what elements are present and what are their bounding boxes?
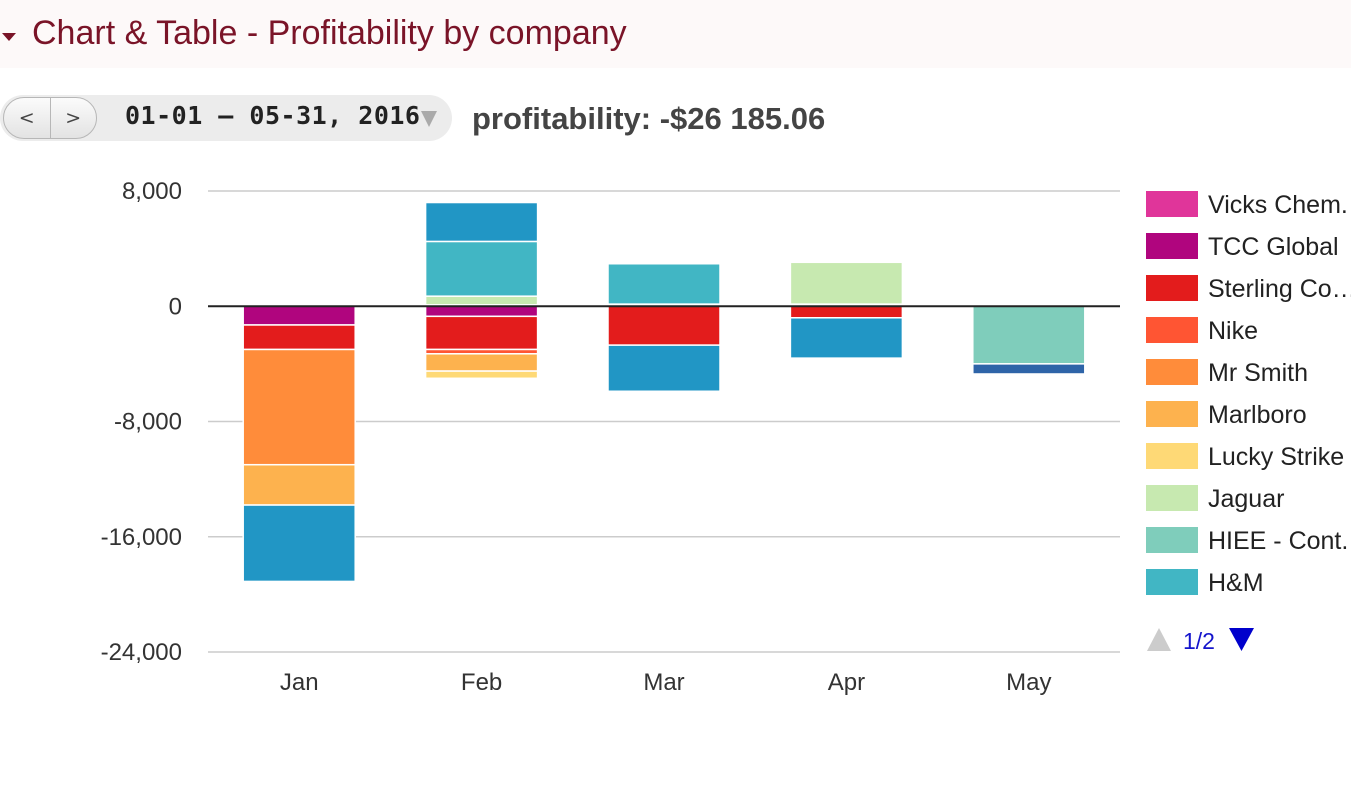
dropdown-caret-icon[interactable] (421, 111, 437, 127)
pager-down-arrow-icon[interactable] (1229, 628, 1254, 651)
section-title[interactable]: Chart & Table - Profitability by company (32, 14, 627, 52)
legend-swatch[interactable] (1146, 485, 1198, 511)
bar-segment[interactable] (789, 305, 904, 319)
bar-segment[interactable] (607, 263, 721, 305)
bar-segment[interactable] (242, 305, 356, 326)
next-period-button[interactable]: > (65, 107, 82, 129)
y-tick-label: -24,000 (101, 639, 182, 666)
legend-label[interactable]: Nike (1208, 317, 1258, 345)
pager-up-arrow-icon[interactable] (1147, 628, 1171, 651)
collapse-triangle-icon[interactable] (2, 33, 16, 41)
bar-segment[interactable] (972, 363, 1086, 375)
legend-label[interactable]: Sterling Co… (1208, 275, 1351, 303)
legend-swatch[interactable] (1146, 569, 1198, 595)
x-tick-label: May (1006, 669, 1051, 696)
bar-segment[interactable] (424, 295, 539, 306)
y-tick-label: -8,000 (114, 409, 182, 436)
y-tick-label: 0 (169, 293, 182, 320)
bar-segment[interactable] (424, 315, 539, 351)
bar-segment[interactable] (242, 348, 356, 466)
profitability-summary: profitability: -$26 185.06 (472, 101, 826, 136)
x-tick-label: Mar (643, 669, 684, 696)
legend-label[interactable]: Lucky Strike (1208, 443, 1344, 471)
legend-swatch[interactable] (1146, 191, 1198, 217)
y-tick-label: -16,000 (101, 524, 182, 551)
legend-label[interactable]: Mr Smith (1208, 359, 1308, 387)
legend-label[interactable]: H&M (1208, 569, 1264, 597)
x-tick-label: Jan (280, 669, 319, 696)
bar-segment[interactable] (424, 240, 539, 297)
bar-segment[interactable] (424, 370, 539, 380)
previous-period-button[interactable]: < (4, 98, 51, 138)
legend-swatch[interactable] (1146, 233, 1198, 259)
bar-segment[interactable] (242, 463, 356, 506)
bar-segment[interactable] (424, 201, 539, 243)
bar-segment[interactable] (789, 317, 904, 359)
legend-swatch[interactable] (1146, 401, 1198, 427)
bar-segment[interactable] (607, 344, 721, 392)
x-tick-label: Apr (828, 669, 865, 696)
legend-label[interactable]: Jaguar (1208, 485, 1284, 513)
bar-segment[interactable] (607, 305, 721, 346)
y-tick-label: 8,000 (122, 178, 182, 205)
legend-swatch[interactable] (1146, 443, 1198, 469)
bar-segment[interactable] (242, 504, 356, 583)
section-header (0, 0, 1351, 68)
legend-swatch[interactable] (1146, 317, 1198, 343)
x-tick-label: Feb (461, 669, 502, 696)
bar-segment[interactable] (424, 353, 539, 372)
period-nav-group: < > (3, 97, 97, 139)
legend-page-indicator: 1/2 (1183, 628, 1215, 654)
legend-swatch[interactable] (1146, 527, 1198, 553)
date-range-selector[interactable]: 01-01 – 05-31, 2016 (125, 101, 421, 130)
bar-segment[interactable] (242, 324, 356, 351)
bar-segment[interactable] (789, 261, 904, 305)
bar-segment[interactable] (424, 305, 539, 318)
bar-segment[interactable] (972, 305, 1086, 365)
legend-swatch[interactable] (1146, 359, 1198, 385)
legend-swatch[interactable] (1146, 275, 1198, 301)
legend-label[interactable]: Marlboro (1208, 401, 1307, 429)
legend-label[interactable]: Vicks Chem. (1208, 191, 1348, 219)
legend-label[interactable]: HIEE - Cont. (1208, 527, 1348, 555)
legend-label[interactable]: TCC Global (1208, 233, 1339, 261)
